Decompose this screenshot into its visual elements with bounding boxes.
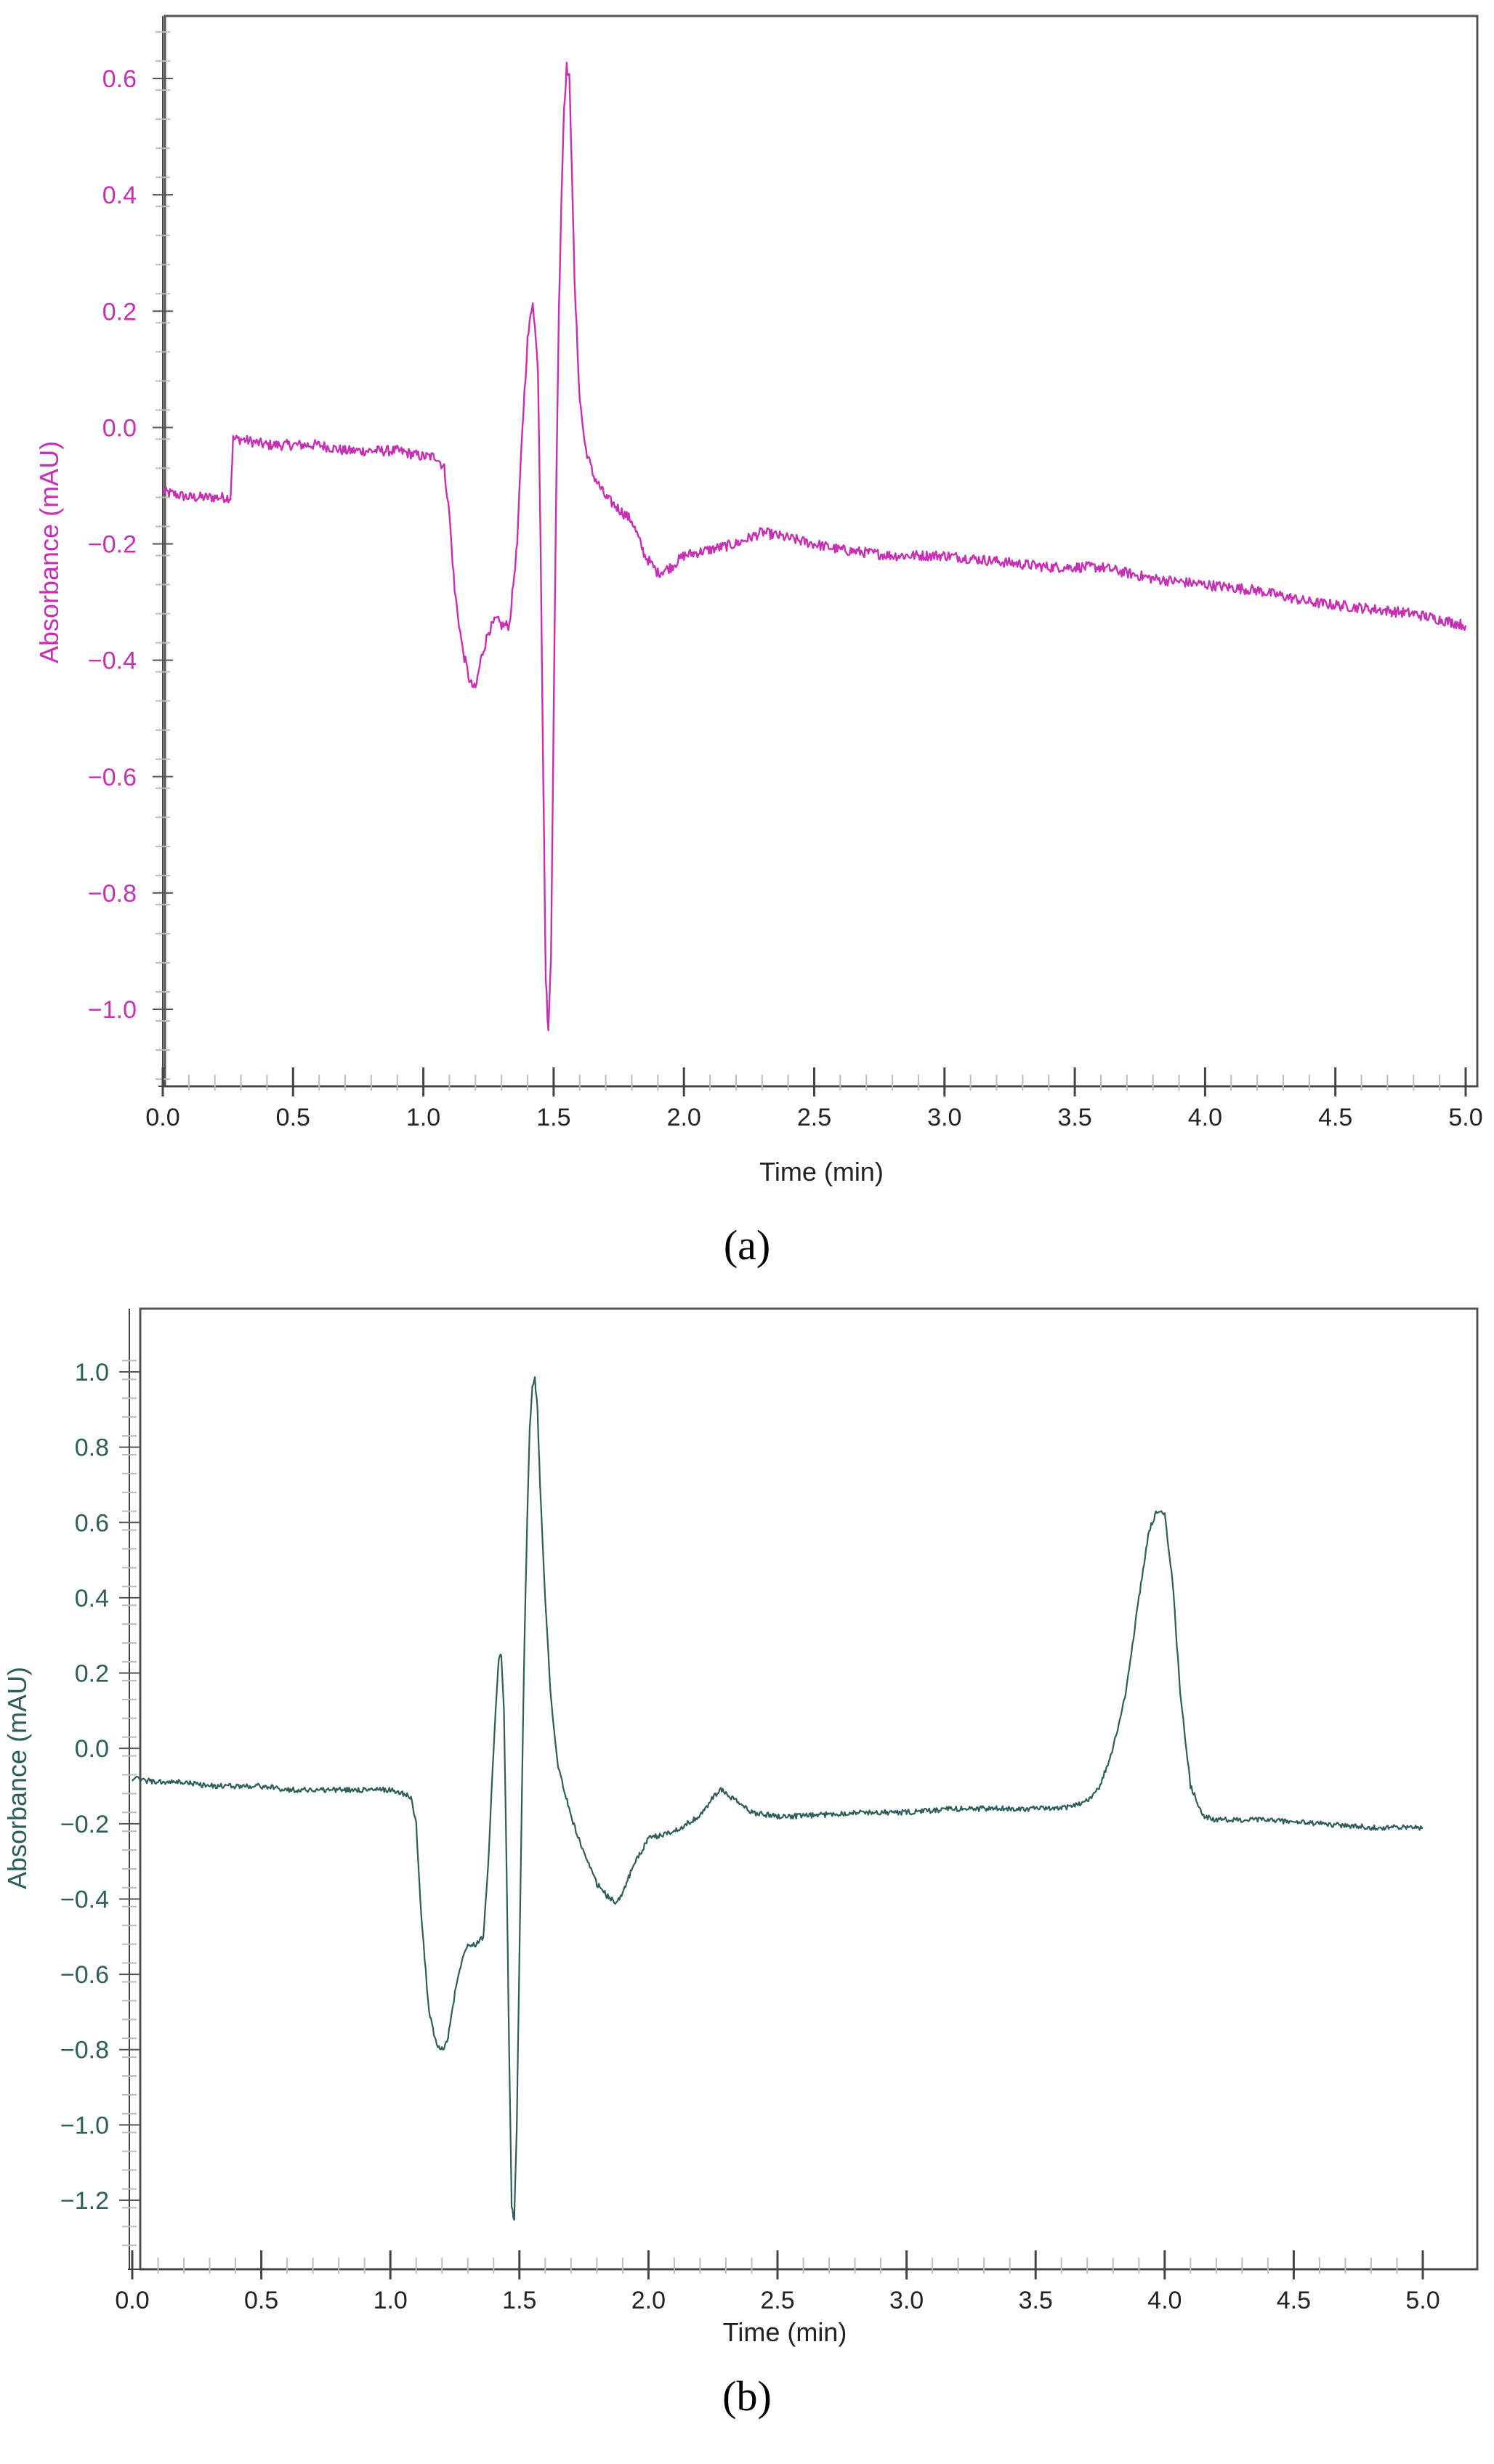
panel-a-y-tick-label: −0.4: [88, 647, 137, 675]
panel-b-x-tick-label: 4.0: [1147, 2287, 1182, 2314]
panel-a-y-tick-label: 0.2: [102, 298, 137, 326]
panel-a-y-tick-label: −0.2: [88, 531, 137, 559]
panel-a-y-tick-label: −0.8: [88, 880, 137, 908]
panel-b-y-tick-label: −1.2: [60, 2187, 109, 2215]
panel-b-x-tick-label: 0.0: [115, 2287, 149, 2314]
panel-b-y-tick-label: 0.0: [75, 1735, 109, 1763]
panel-b-y-tick-label: −0.6: [60, 1961, 109, 1989]
panel-b-y-axis-label: Absorbance (mAU): [2, 1667, 32, 1889]
panel-a-x-tick-label: 2.0: [667, 1104, 701, 1131]
panel-a-x-tick-label: 1.5: [536, 1104, 570, 1131]
panel-b-y-tick-label: −0.4: [60, 1886, 109, 1913]
panel-b-x-tick-label: 4.5: [1277, 2287, 1311, 2314]
panel-b-y-tick-label: 0.6: [75, 1509, 109, 1537]
panel-a-y-tick-label: 0.4: [102, 182, 137, 209]
panel-b-y-tick-label: 1.0: [75, 1359, 109, 1386]
panel-a-x-tick-label: 1.0: [406, 1104, 440, 1131]
panel-a-x-tick-label: 3.0: [927, 1104, 961, 1131]
panel-a-y-tick-label: −1.0: [88, 996, 137, 1024]
panel-a-series-line: [161, 62, 1467, 1032]
panel-b-y-tick-label: 0.8: [75, 1434, 109, 1462]
chart-panel-a: 0.6 0.4 0.2 0.0 −0.2 −0.4 −0.6 −0.8 −1.0 0.0 0.5 1.…: [34, 15, 1483, 1187]
panel-b-series-line: [132, 1376, 1424, 2221]
caption-b-text: (b): [722, 2372, 772, 2420]
panel-a-y-tick-label: 0.0: [102, 414, 137, 442]
panel-b-y-tick-label: 0.4: [75, 1585, 109, 1612]
panel-a-y-axis-label: Absorbance (mAU): [34, 441, 64, 663]
panel-a-y-tick-label: 0.6: [102, 65, 137, 93]
panel-b-x-tick-label: 1.5: [502, 2287, 536, 2314]
panel-a-x-tick-label: 3.5: [1057, 1104, 1091, 1131]
panel-b-x-tick-label: 2.0: [631, 2287, 666, 2314]
panel-a-y-tick-label: −0.6: [88, 764, 137, 791]
panel-b-x-axis-label: Time (min): [723, 2317, 847, 2347]
panel-a-x-tick-label: 4.0: [1188, 1104, 1222, 1131]
panel-b-x-tick-label: 1.0: [374, 2287, 408, 2314]
panel-b-y-tick-label: 0.2: [75, 1660, 109, 1688]
panel-b-x-tick-label: 3.5: [1019, 2287, 1053, 2314]
panel-b-x-tick-label: 2.5: [760, 2287, 794, 2314]
caption-a: (a): [724, 1221, 770, 1269]
panel-a-x-tick-label: 2.5: [797, 1104, 831, 1131]
panel-b-x-tick-label: 3.0: [889, 2287, 924, 2314]
panel-a-x-tick-label: 4.5: [1318, 1104, 1352, 1131]
panel-a-x-tick-label: 0.5: [276, 1104, 310, 1131]
panel-b-y-tick-label: −0.8: [60, 2037, 109, 2064]
chart-panel-b: 1.0 0.8 0.6 0.4 0.2 0.0 −0.2 −0.4 −0.6 −0.8 −1.0 −1…: [2, 1307, 1479, 2347]
panel-b-x-tick-label: 5.0: [1405, 2287, 1440, 2314]
panel-b-y-tick-label: −0.2: [60, 1811, 109, 1838]
panel-b-x-tick-label: 0.5: [244, 2287, 278, 2314]
panel-a-x-axis-label: Time (min): [759, 1157, 884, 1187]
caption-b: (b): [722, 2372, 772, 2420]
caption-a-text: (a): [724, 1221, 770, 1269]
panel-b-y-tick-label: −1.0: [60, 2112, 109, 2139]
panel-a-x-tick-label: 5.0: [1448, 1104, 1482, 1131]
panel-a-x-tick-label: 0.0: [145, 1104, 179, 1131]
panel-a-frame: [163, 15, 1479, 1088]
